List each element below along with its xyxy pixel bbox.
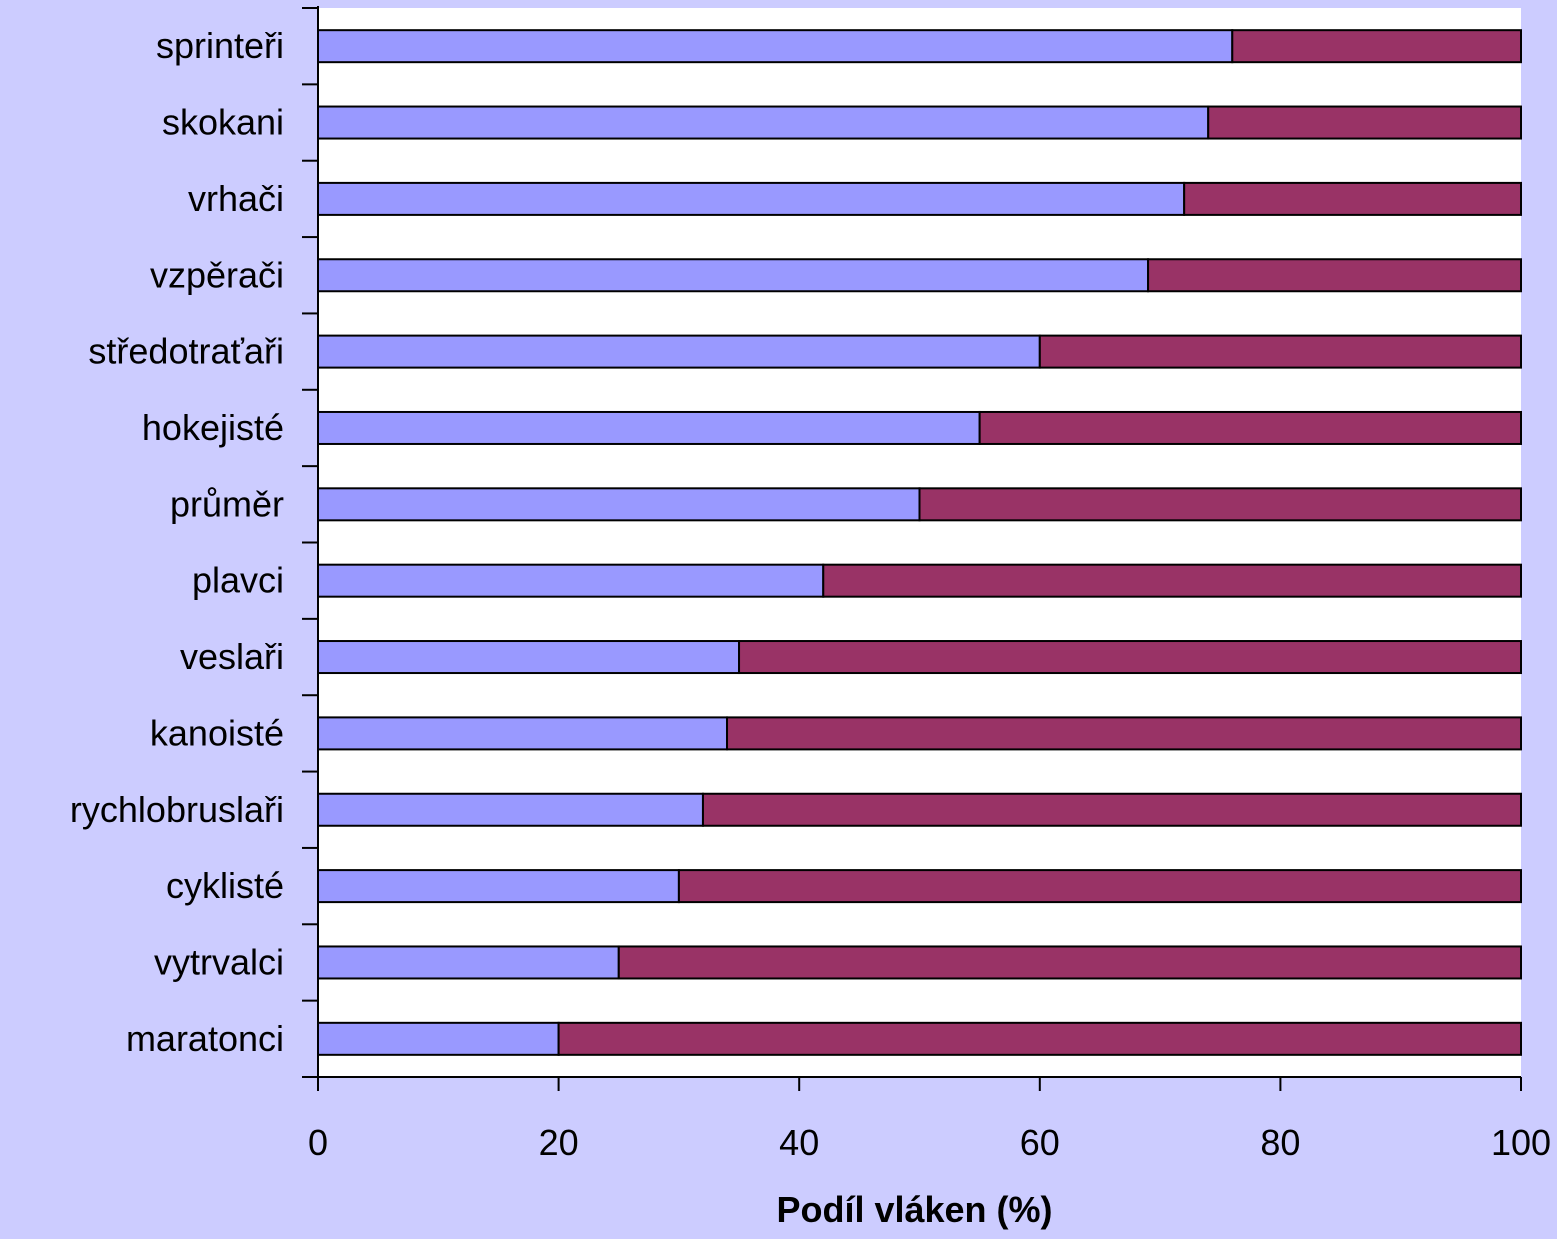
bar-series-2 [1183,181,1523,216]
category-label: plavci [192,560,284,601]
plot-area [318,8,1521,1077]
bar-series-2 [738,640,1522,675]
bar-series-1 [317,105,1210,140]
bar-series-1 [317,29,1234,64]
category-label: vzpěrači [150,254,284,295]
bar-series-1 [317,563,825,598]
labels-layer: sprinteři skokani vrhači vzpěrači středotrať… [70,25,1551,1163]
bar-series-2 [617,945,1522,980]
bar-series-2 [1147,258,1522,293]
bar-series-1 [317,640,741,675]
category-label: středotraťaři [88,331,284,372]
category-label: cyklisté [166,865,284,906]
bar-series-1 [317,258,1150,293]
bar-series-2 [677,869,1522,904]
bar-series-2 [1207,105,1522,140]
category-label: průměr [170,483,284,524]
bar-series-2 [701,792,1522,827]
category-label: hokejisté [142,407,284,448]
x-axis-title: Podíl vláken (%) [776,1189,1052,1230]
category-label: vrhači [188,178,284,219]
bar-series-1 [317,945,620,980]
x-tick-label: 100 [1491,1122,1551,1163]
bar-series-1 [317,716,729,751]
bar-series-2 [726,716,1522,751]
bar-series-1 [317,410,981,445]
category-label: maratonci [126,1018,284,1059]
bar-series-2 [1038,334,1523,369]
bar-series-1 [317,869,680,904]
category-label: rychlobruslaři [70,789,284,830]
bar-series-1 [317,792,704,827]
x-tick-label: 60 [1020,1122,1060,1163]
category-label: skokani [162,102,284,143]
x-tick-label: 20 [539,1122,579,1163]
bar-series-2 [1231,29,1523,64]
bar-series-1 [317,334,1041,369]
bar-series-2 [918,487,1522,522]
bar-series-2 [978,410,1522,445]
bars-layer [317,29,1523,1056]
category-label: vytrvalci [154,941,284,982]
category-label: sprinteři [156,25,284,66]
bar-series-1 [317,487,921,522]
bar-series-1 [317,1021,560,1056]
category-label: kanoisté [150,712,284,753]
axes-layer [302,6,1522,1091]
x-tick-label: 40 [779,1122,819,1163]
x-tick-label: 80 [1260,1122,1300,1163]
x-tick-label: 0 [308,1122,328,1163]
category-label: veslaři [180,636,284,677]
bar-series-2 [557,1021,1522,1056]
bar-series-1 [317,181,1186,216]
bar-series-2 [822,563,1522,598]
